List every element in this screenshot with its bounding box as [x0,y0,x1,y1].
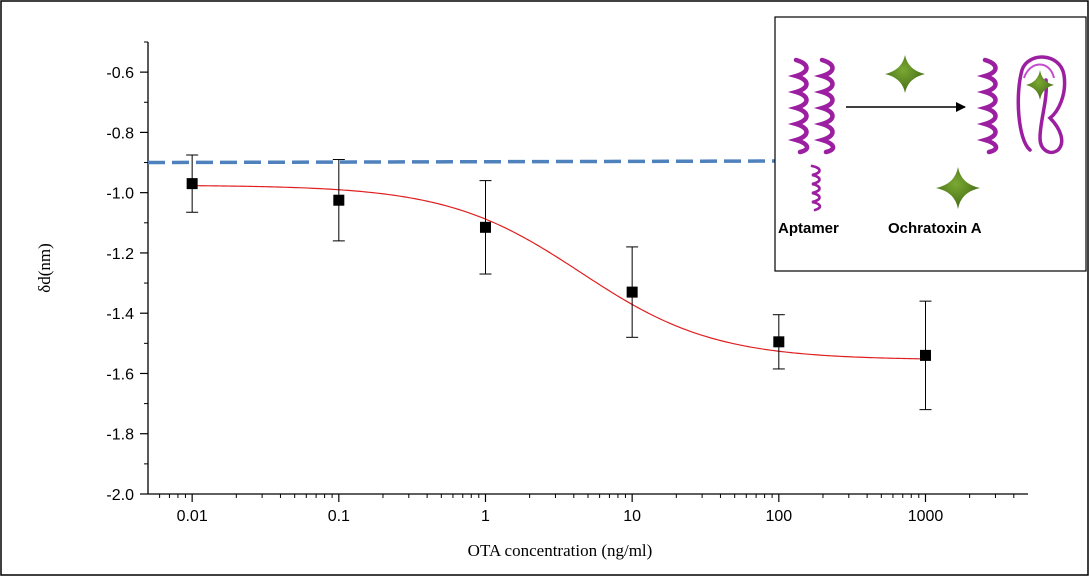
x-tick-label: 1 [481,508,490,525]
y-axis-label: δd(nm) [35,243,54,293]
free-aptamer-icon [976,57,999,155]
threshold-layer [147,159,776,165]
data-point [919,349,931,361]
data-point [186,178,198,190]
y-tick-label: -1.8 [106,427,134,444]
data-point [626,286,638,298]
x-tick-label: 0.1 [328,508,350,525]
ochratoxin-legend-star-icon [936,167,980,209]
aptamer-pair-icon [787,57,836,155]
arrow-head-icon [956,102,966,112]
y-tick-label: -1.2 [106,246,134,263]
y-tick-label: -2.0 [106,487,134,504]
y-tick-label: -1.0 [106,186,134,203]
aptamer-legend-icon [810,164,822,212]
y-axis-ticks: -0.6 -0.8 -1.0 -1.2 -1.4 -1.6 -1.8 -2.0 [106,41,148,504]
x-tick-label: 10 [623,508,641,525]
ochratoxin-star-icon [885,55,925,93]
y-tick-label: -0.8 [106,125,134,142]
x-axis-ticks: 0.01 0.1 1 10 100 1000 [159,494,1015,525]
fit-layer [192,185,926,360]
x-tick-label: 100 [765,508,792,525]
inset-aptamer-label: Aptamer [778,220,839,237]
fit-curve [192,185,926,360]
y-tick-label: -1.6 [106,366,134,383]
y-tick-label: -0.6 [106,65,134,82]
x-axis-label: OTA concentration (ng/ml) [468,541,653,560]
data-point [479,221,491,233]
aptamer-ota-complex-icon [1016,55,1067,155]
data-point [333,194,345,206]
x-tick-label: 1000 [908,508,944,525]
x-tick-label: 0.01 [177,508,208,525]
inset-schematic: Aptamer Ochratoxin A [774,16,1087,272]
points-layer [186,154,932,411]
inset-ochratoxin-label: Ochratoxin A [888,220,982,237]
threshold-line [147,159,776,165]
data-point [773,336,785,348]
y-tick-label: -1.4 [106,306,134,323]
